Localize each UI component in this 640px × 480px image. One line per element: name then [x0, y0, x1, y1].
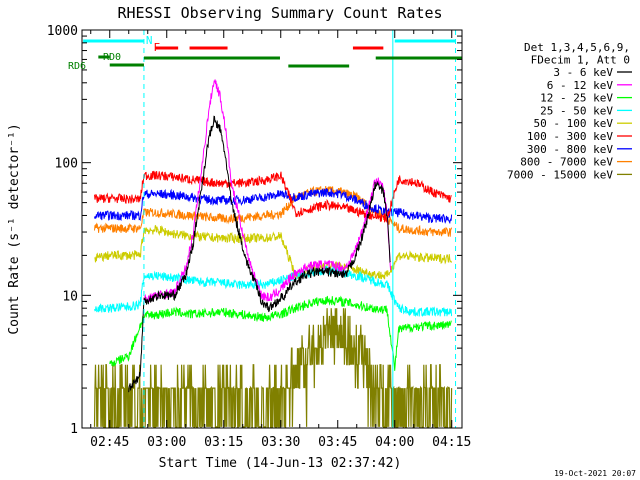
series-line-100-300keV [94, 170, 452, 223]
flag-label-n: N [146, 34, 153, 47]
chart-title: RHESSI Observing Summary Count Rates [117, 4, 442, 22]
legend-entry-label: 6 - 12 keV [547, 79, 614, 92]
x-tick-label: 03:15 [204, 435, 243, 450]
legend-entry-label: 12 - 25 keV [540, 92, 613, 105]
y-tick-label: 1000 [47, 24, 78, 39]
timestamp: 19-Oct-2021 20:07 [554, 469, 636, 478]
legend-header: Det 1,3,4,5,6,9, [524, 41, 630, 54]
x-tick-label: 02:45 [90, 435, 129, 450]
legend-entry-label: 50 - 100 keV [534, 117, 614, 130]
legend-entry-label: 100 - 300 keV [527, 130, 613, 143]
flag-label-f: F [153, 41, 160, 54]
legend-entry-label: 7000 - 15000 keV [507, 168, 613, 181]
y-tick-label: 1 [70, 422, 78, 437]
plot-frame [81, 29, 463, 429]
x-axis-label: Start Time (14-Jun-13 02:37:42) [159, 456, 402, 471]
legend-entry-label: 300 - 800 keV [527, 143, 613, 156]
flag-label-rd6: RD6 [68, 61, 86, 72]
plot-area [83, 30, 462, 428]
y-tick-label: 100 [55, 157, 78, 172]
series-line-800-7000keV [94, 185, 453, 237]
y-axis-label: Count Rate (s⁻¹ detector⁻¹) [7, 123, 22, 334]
legend-entry-label: 3 - 6 keV [553, 66, 613, 79]
series-line-300-800keV [94, 188, 453, 225]
series-line-3-6keV [128, 115, 391, 393]
legend-header: FDecim 1, Att 0 [531, 54, 630, 67]
series-line-50-100keV [94, 224, 453, 280]
x-tick-label: 03:00 [147, 435, 186, 450]
legend-entry-label: 800 - 7000 keV [520, 156, 613, 169]
y-tick-label: 10 [62, 289, 78, 304]
x-tick-label: 03:45 [318, 435, 357, 450]
series-line-25-50keV [94, 265, 453, 318]
x-tick-label: 04:15 [432, 435, 471, 450]
flag-label-rd0: RD0 [103, 52, 121, 63]
series-line-12-25keV [109, 295, 452, 371]
x-tick-label: 03:30 [261, 435, 300, 450]
legend-entry-label: 25 - 50 keV [540, 104, 613, 117]
series-line-7000-15000keV [93, 308, 453, 428]
x-tick-label: 04:00 [375, 435, 414, 450]
